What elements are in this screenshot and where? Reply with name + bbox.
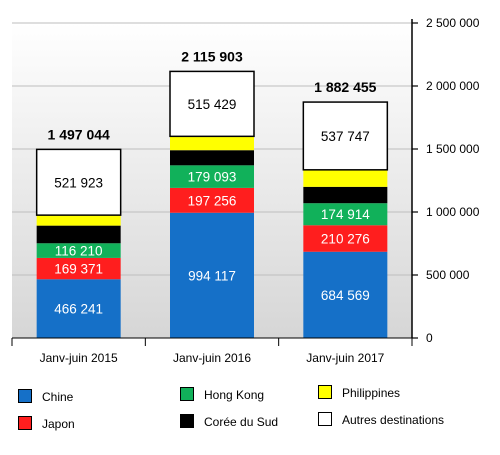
bar-segment xyxy=(303,225,388,252)
legend-swatch-hong-kong xyxy=(180,387,194,401)
y-tick-label: 1 000 000 xyxy=(426,205,480,219)
legend-item-coree-du-sud: Corée du Sud xyxy=(180,414,278,429)
x-tick-label: Janv-juin 2015 xyxy=(40,351,118,365)
x-tick-label: Janv-juin 2016 xyxy=(173,351,251,365)
bar-segment xyxy=(36,225,121,244)
bar-segment xyxy=(170,165,254,188)
data-label: 466 241 xyxy=(54,302,103,317)
legend-swatch-philippines xyxy=(318,385,332,399)
data-label: 521 923 xyxy=(54,175,103,190)
bar-segment xyxy=(36,279,121,338)
legend-swatch-chine xyxy=(18,389,32,403)
bar-segment xyxy=(170,212,254,338)
bar-segment xyxy=(303,251,388,338)
data-label: 179 093 xyxy=(188,170,237,185)
x-tick-label: Janv-juin 2017 xyxy=(306,351,384,365)
y-tick-label: 500 000 xyxy=(426,268,470,282)
total-label: 1 497 044 xyxy=(48,126,110,142)
bar-segment xyxy=(303,203,388,226)
legend-swatch-coree-du-sud xyxy=(180,414,194,428)
legend-item-chine: Chine xyxy=(18,389,73,404)
legend-swatch-autres-destinations xyxy=(318,412,332,426)
data-label: 537 747 xyxy=(321,129,370,144)
bar-segment xyxy=(36,257,121,280)
bar-segment xyxy=(169,70,255,138)
bar-segment xyxy=(170,187,254,213)
data-label: 174 914 xyxy=(321,207,370,222)
bar-segment xyxy=(303,186,388,204)
legend-label-hong-kong: Hong Kong xyxy=(204,388,265,402)
total-label: 2 115 903 xyxy=(181,48,243,64)
data-label: 169 371 xyxy=(54,262,103,277)
legend-swatch-japon xyxy=(18,416,32,430)
legend-item-autres-destinations: Autres destinations xyxy=(318,412,444,427)
legend-label-coree-du-sud: Corée du Sud xyxy=(204,415,279,429)
data-label: 994 117 xyxy=(188,268,236,283)
legend-label-chine: Chine xyxy=(42,390,74,404)
bar-segment xyxy=(302,101,389,171)
data-label: 210 276 xyxy=(321,231,370,246)
bar-segment xyxy=(36,243,121,258)
y-tick-label: 2 500 000 xyxy=(426,16,480,30)
legend-label-autres-destinations: Autres destinations xyxy=(342,413,445,427)
y-tick-label: 1 500 000 xyxy=(426,142,480,156)
data-label: 684 569 xyxy=(321,288,370,303)
data-label: 116 210 xyxy=(55,244,103,259)
legend-label-japon: Japon xyxy=(42,417,75,431)
legend-item-philippines: Philippines xyxy=(318,385,400,400)
bar-segment xyxy=(35,148,122,216)
bar-segment xyxy=(36,215,121,226)
y-tick-label: 0 xyxy=(426,331,433,345)
data-label: 515 429 xyxy=(188,97,237,112)
legend-label-philippines: Philippines xyxy=(342,386,401,400)
y-tick-label: 2 000 000 xyxy=(426,79,480,93)
bar-segment xyxy=(170,136,254,151)
total-label: 1 882 455 xyxy=(314,79,376,95)
data-label: 197 256 xyxy=(188,193,237,208)
legend-item-japon: Japon xyxy=(18,416,75,431)
bar-segment xyxy=(170,150,254,166)
bar-segment xyxy=(303,169,388,187)
legend-item-hong-kong: Hong Kong xyxy=(180,387,264,402)
